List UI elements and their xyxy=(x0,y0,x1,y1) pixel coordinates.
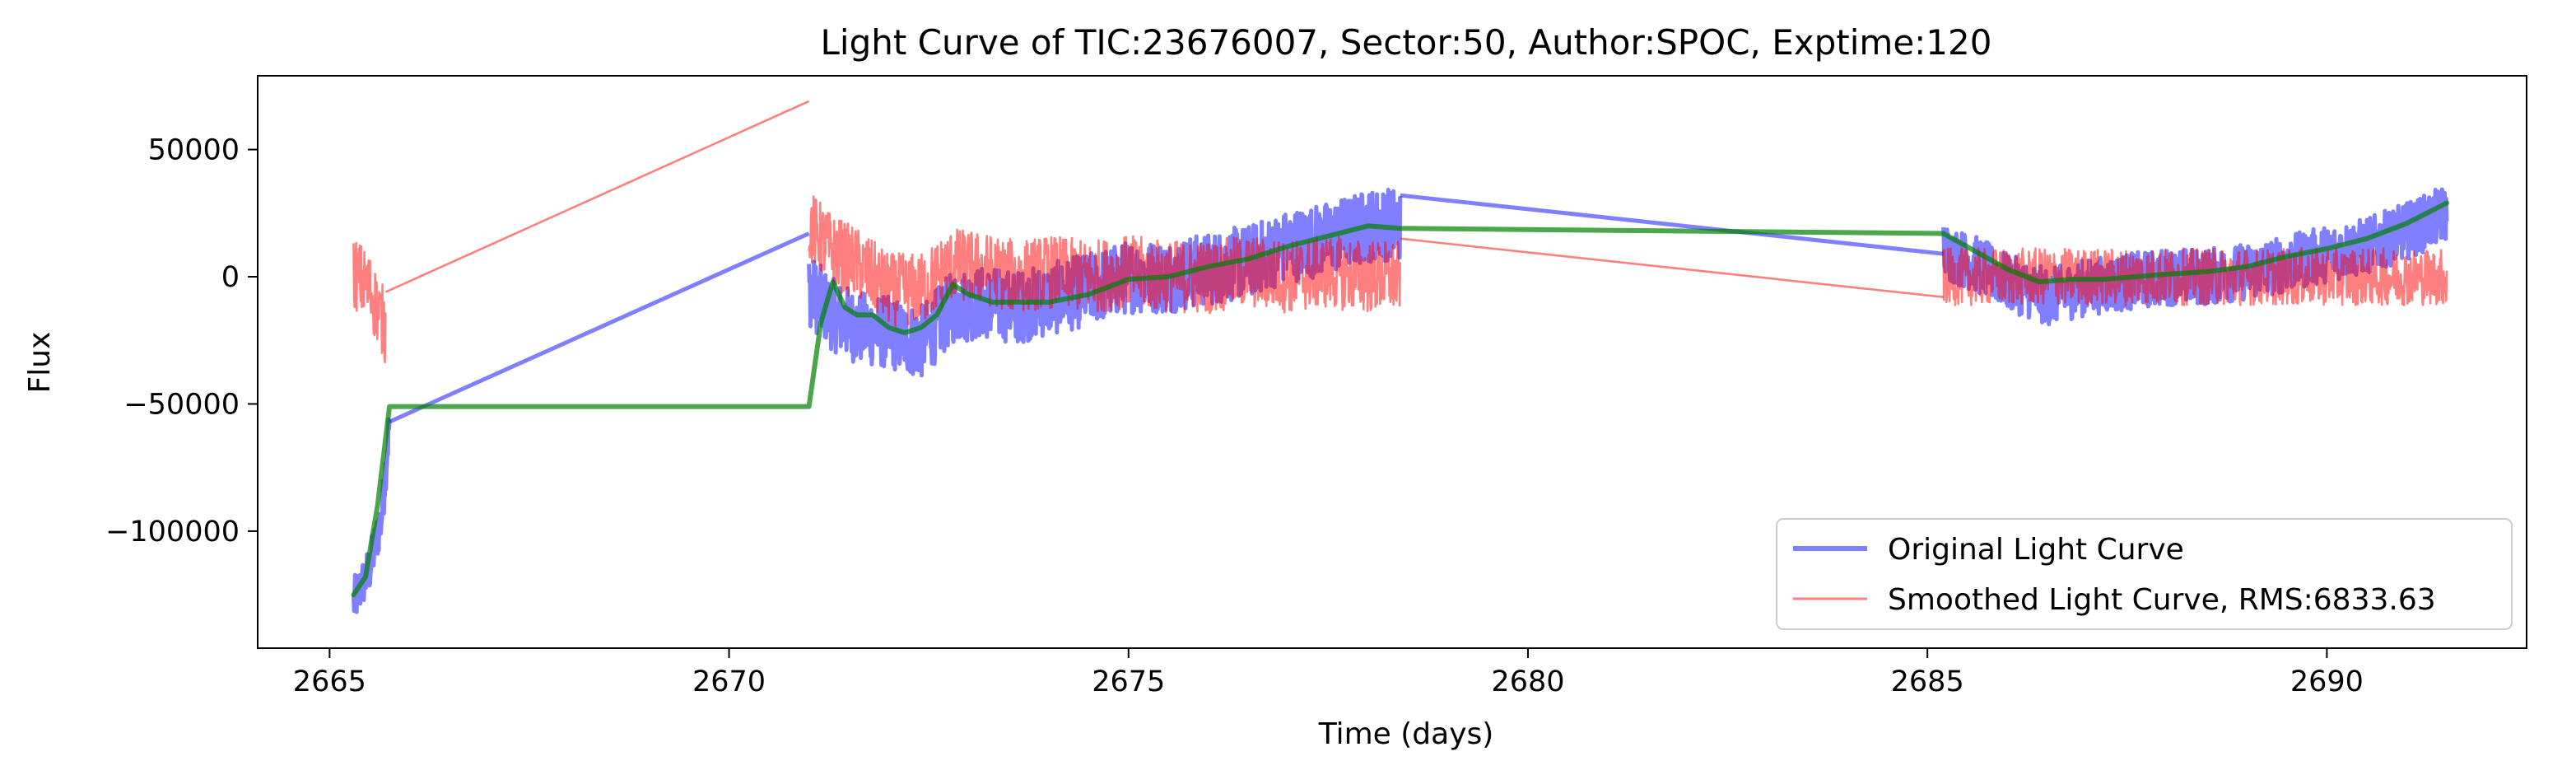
plot-area-frame xyxy=(257,75,2527,649)
x-axis: 2665 2670 2675 2680 2685 2690 xyxy=(293,648,2364,698)
legend-entry-original: Original Light Curve xyxy=(1888,533,2184,567)
series-smoothed-segment-4 xyxy=(1942,247,2448,306)
x-tick-label: 2670 xyxy=(692,665,766,698)
y-axis: 50000 0 −50000 −100000 xyxy=(105,134,258,549)
series-original-segment-3 xyxy=(1400,193,1944,256)
x-tick-label: 2665 xyxy=(293,665,366,698)
series-smoothed-segment-3 xyxy=(1400,237,1944,298)
x-tick-label: 2685 xyxy=(1891,665,1964,698)
series-smoothed-segment-0 xyxy=(352,241,387,364)
x-tick-label: 2680 xyxy=(1491,665,1564,698)
y-axis-label: Flux xyxy=(23,332,57,394)
y-tick-label: −100000 xyxy=(105,516,240,549)
legend: Original Light Curve Smoothed Light Curv… xyxy=(1776,518,2513,630)
y-tick-label: −50000 xyxy=(123,388,240,421)
y-tick-label: 0 xyxy=(221,261,240,294)
series-layer xyxy=(351,100,2449,614)
y-tick-label: 50000 xyxy=(148,134,240,167)
x-tick-label: 2690 xyxy=(2290,665,2364,698)
series-trend-line xyxy=(351,200,2449,598)
series-original-segment-1 xyxy=(389,231,810,424)
legend-entry-smoothed: Smoothed Light Curve, RMS:6833.63 xyxy=(1888,583,2436,617)
chart-title: Light Curve of TIC:23676007, Sector:50, … xyxy=(821,22,1992,63)
x-axis-label: Time (days) xyxy=(1318,717,1494,751)
legend-box xyxy=(1776,518,2513,630)
x-tick-label: 2675 xyxy=(1092,665,1165,698)
series-smoothed xyxy=(352,100,2448,364)
series-smoothed-segment-1 xyxy=(384,100,810,293)
